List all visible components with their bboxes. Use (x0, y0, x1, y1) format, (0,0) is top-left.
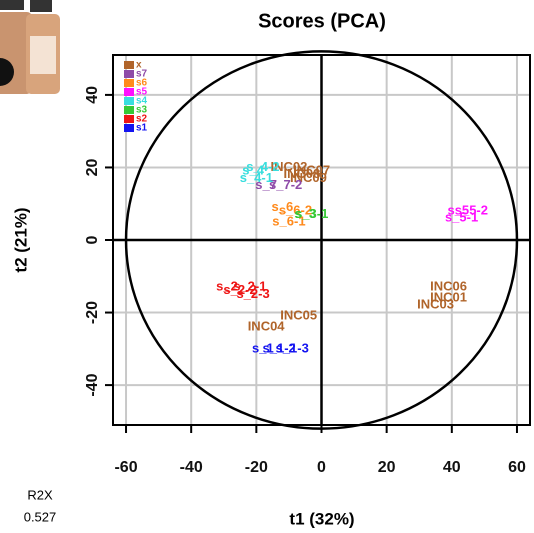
bottle-icon (0, 0, 60, 94)
y-axis-label: t2 (21%) (11, 207, 30, 272)
point-label: INC05 (280, 308, 317, 323)
point-label: INC01 (430, 289, 467, 304)
legend-label: s6 (136, 78, 148, 89)
legend-swatch (124, 124, 134, 132)
x-tick-label: 40 (443, 459, 461, 476)
x-tick-label: -40 (180, 459, 203, 476)
legend-label: s4 (136, 96, 148, 107)
y-tick-label: -20 (84, 301, 101, 324)
point-label: s_6 (272, 199, 294, 214)
point-label: INC04 (248, 318, 286, 333)
y-tick-label: -40 (84, 373, 101, 396)
point-label: s_6-2 (279, 202, 312, 217)
legend-swatch (124, 70, 134, 78)
legend-label: s1 (136, 123, 148, 134)
y-tick-label: 40 (84, 86, 101, 104)
point-label: s_4 (242, 163, 264, 178)
legend-label: s3 (136, 105, 148, 116)
legend-label: s5 (136, 87, 148, 98)
x-tick-label: 20 (378, 459, 396, 476)
point-label: s_2 (216, 279, 238, 294)
confidence-ellipse (124, 50, 519, 430)
y-tick-label: 0 (84, 235, 101, 244)
point-label: s_1-3 (276, 340, 309, 355)
point-label: s_5-1 (445, 210, 478, 225)
point-label: s_6-1 (272, 213, 305, 228)
point-label: s_2-1 (233, 279, 266, 294)
point-label: INC03 (417, 297, 454, 312)
footer-value: 0.527 (24, 509, 57, 524)
point-label: INC09 (290, 170, 327, 185)
legend-swatch (124, 79, 134, 87)
legend-label: x (136, 60, 142, 71)
point-label: INC07 (293, 163, 330, 178)
x-tick-label: -60 (114, 459, 137, 476)
chart-title: Scores (PCA) (258, 10, 386, 32)
legend-swatch (124, 61, 134, 69)
point-label: INC02 (270, 159, 307, 174)
point-label: s_3-1 (295, 206, 328, 221)
legend-swatch (124, 106, 134, 114)
point-label: INC06 (430, 279, 467, 294)
point-label: s_2-2 (223, 282, 256, 297)
point-label: INC08 (284, 166, 321, 181)
legend-swatch (124, 97, 134, 105)
legend-label: s2 (136, 114, 148, 125)
point-label: s_4-2 (246, 159, 279, 174)
x-tick-label: 0 (317, 459, 326, 476)
legend-label: s7 (136, 69, 148, 80)
legend-swatch (124, 88, 134, 96)
footer-label: R2X (27, 487, 53, 502)
point-label: s_4-1 (240, 170, 273, 185)
point-label: s_7 (255, 177, 277, 192)
x-tick-label: 60 (508, 459, 526, 476)
x-axis-label: t1 (32%) (289, 509, 354, 528)
point-label: s_1-2 (263, 340, 296, 355)
y-tick-label: 20 (84, 158, 101, 176)
point-label: s_2-3 (236, 286, 269, 301)
point-label: s_1 (252, 340, 274, 355)
point-label: s_3 (294, 206, 316, 221)
point-label: s_5 (447, 202, 469, 217)
point-label: s_5-2 (455, 202, 488, 217)
point-label: s_7-2 (269, 177, 302, 192)
legend-swatch (124, 115, 134, 123)
x-tick-label: -20 (245, 459, 268, 476)
